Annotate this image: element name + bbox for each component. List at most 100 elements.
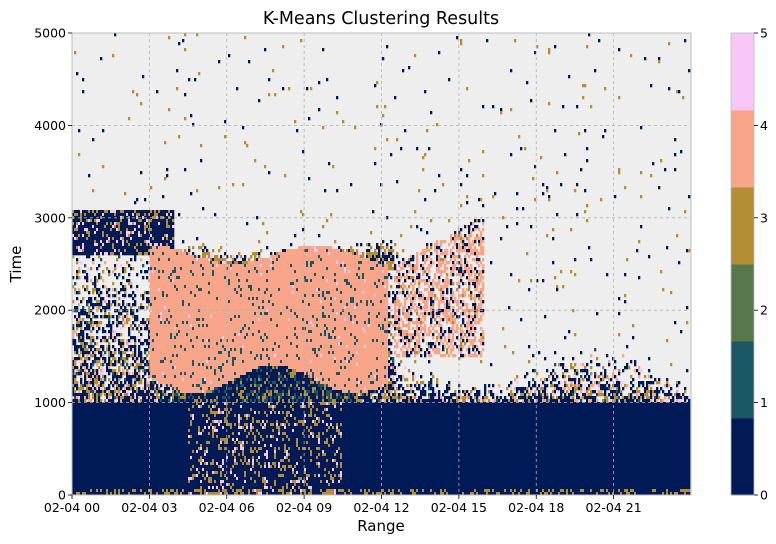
heatmap-cell <box>150 471 153 475</box>
heatmap-cell <box>128 471 131 475</box>
heatmap-cell <box>152 423 155 427</box>
heatmap-cell <box>136 453 139 457</box>
heatmap-cell <box>150 306 153 310</box>
heatmap-cell <box>100 420 103 424</box>
heatmap-cell <box>100 411 103 415</box>
heatmap-cell <box>78 489 81 493</box>
heatmap-cell <box>92 393 95 397</box>
heatmap-cell <box>76 396 79 400</box>
heatmap-cell <box>162 306 165 310</box>
heatmap-cell <box>108 435 111 439</box>
heatmap-cell <box>176 303 179 307</box>
heatmap-cell <box>96 468 99 472</box>
heatmap-cell <box>110 381 113 385</box>
heatmap-cell <box>176 255 179 259</box>
heatmap-cell <box>162 327 165 331</box>
heatmap-cell <box>188 426 191 430</box>
heatmap-cell <box>126 393 129 397</box>
heatmap-cell <box>108 423 111 427</box>
heatmap-cell <box>114 234 117 238</box>
heatmap-cell <box>122 450 125 454</box>
heatmap-cell <box>176 324 179 328</box>
heatmap-cell <box>176 483 179 487</box>
heatmap-cell <box>148 222 151 226</box>
heatmap-cell <box>188 471 191 475</box>
heatmap-cell <box>194 267 197 271</box>
heatmap-cell <box>72 429 75 433</box>
heatmap-cell <box>122 243 125 247</box>
heatmap-cell <box>182 369 185 373</box>
heatmap-cell <box>94 279 97 283</box>
heatmap-cell <box>190 384 193 388</box>
heatmap-cell <box>162 273 165 277</box>
heatmap-cell <box>178 447 181 451</box>
heatmap-cell <box>156 444 159 448</box>
heatmap-cell <box>78 423 81 427</box>
heatmap-cell <box>182 378 185 382</box>
heatmap-cell <box>174 480 177 484</box>
heatmap-cell <box>180 342 183 346</box>
heatmap-cell <box>170 345 173 349</box>
heatmap-cell <box>138 465 141 469</box>
heatmap-cell <box>140 246 143 250</box>
heatmap-cell <box>168 459 171 463</box>
heatmap-cell <box>174 372 177 376</box>
heatmap-cell <box>176 87 179 91</box>
heatmap-cell <box>90 411 93 415</box>
heatmap-cell <box>104 237 107 241</box>
heatmap-cell <box>88 477 91 481</box>
heatmap-cell <box>146 360 149 364</box>
heatmap-cell <box>128 381 131 385</box>
heatmap-cell <box>164 489 167 493</box>
heatmap-cell <box>90 249 93 253</box>
heatmap-cell <box>104 465 107 469</box>
heatmap-cell <box>174 294 177 298</box>
heatmap-cell <box>140 231 143 235</box>
heatmap-cell <box>112 492 115 495</box>
heatmap-cell <box>80 405 83 409</box>
heatmap-cell <box>114 339 117 343</box>
heatmap-cell <box>166 225 169 229</box>
heatmap-cell <box>88 366 91 370</box>
heatmap-cell <box>94 471 97 475</box>
heatmap-cell <box>162 417 165 421</box>
heatmap-cell <box>160 345 163 349</box>
heatmap-cell <box>160 381 163 385</box>
heatmap-cell <box>94 438 97 442</box>
heatmap-cell <box>80 426 83 430</box>
heatmap-cell <box>166 306 169 310</box>
heatmap-cell <box>100 363 103 367</box>
heatmap-cell <box>188 357 191 361</box>
heatmap-cell <box>138 375 141 379</box>
heatmap-cell <box>192 342 195 346</box>
heatmap-cell <box>158 411 161 415</box>
heatmap-cell <box>112 441 115 445</box>
heatmap-cell <box>140 270 143 274</box>
heatmap-cell <box>124 480 127 484</box>
heatmap-cell <box>102 243 105 247</box>
heatmap-cell <box>162 459 165 463</box>
heatmap-cell <box>192 489 195 493</box>
heatmap-cell <box>106 420 109 424</box>
heatmap-cell <box>100 417 103 421</box>
heatmap-cell <box>86 252 89 256</box>
heatmap-cell <box>72 450 75 454</box>
heatmap-cell <box>146 261 149 265</box>
heatmap-cell <box>156 237 159 241</box>
heatmap-cell <box>168 219 171 223</box>
heatmap-cell <box>92 384 95 388</box>
heatmap-cell <box>196 270 199 274</box>
heatmap-cell <box>164 213 167 217</box>
heatmap-cell <box>164 321 167 325</box>
heatmap-cell <box>196 453 199 457</box>
heatmap-cell <box>180 345 183 349</box>
heatmap-cell <box>190 480 193 484</box>
heatmap-cell <box>94 252 97 256</box>
heatmap-cell <box>74 330 77 334</box>
heatmap-cell <box>168 285 171 289</box>
heatmap-cell <box>186 426 189 430</box>
heatmap-cell <box>90 219 93 223</box>
heatmap-cell <box>146 447 149 451</box>
heatmap-cell <box>174 387 177 391</box>
heatmap-cell <box>144 240 147 244</box>
